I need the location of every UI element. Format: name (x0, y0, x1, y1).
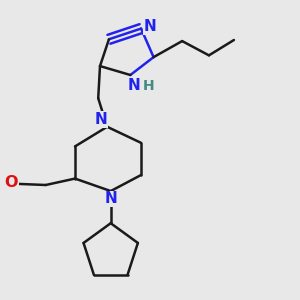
Text: H: H (142, 79, 154, 93)
Text: O: O (4, 176, 18, 190)
Text: N: N (104, 191, 117, 206)
Text: N: N (94, 112, 107, 127)
Text: N: N (143, 19, 156, 34)
Text: N: N (128, 78, 140, 93)
